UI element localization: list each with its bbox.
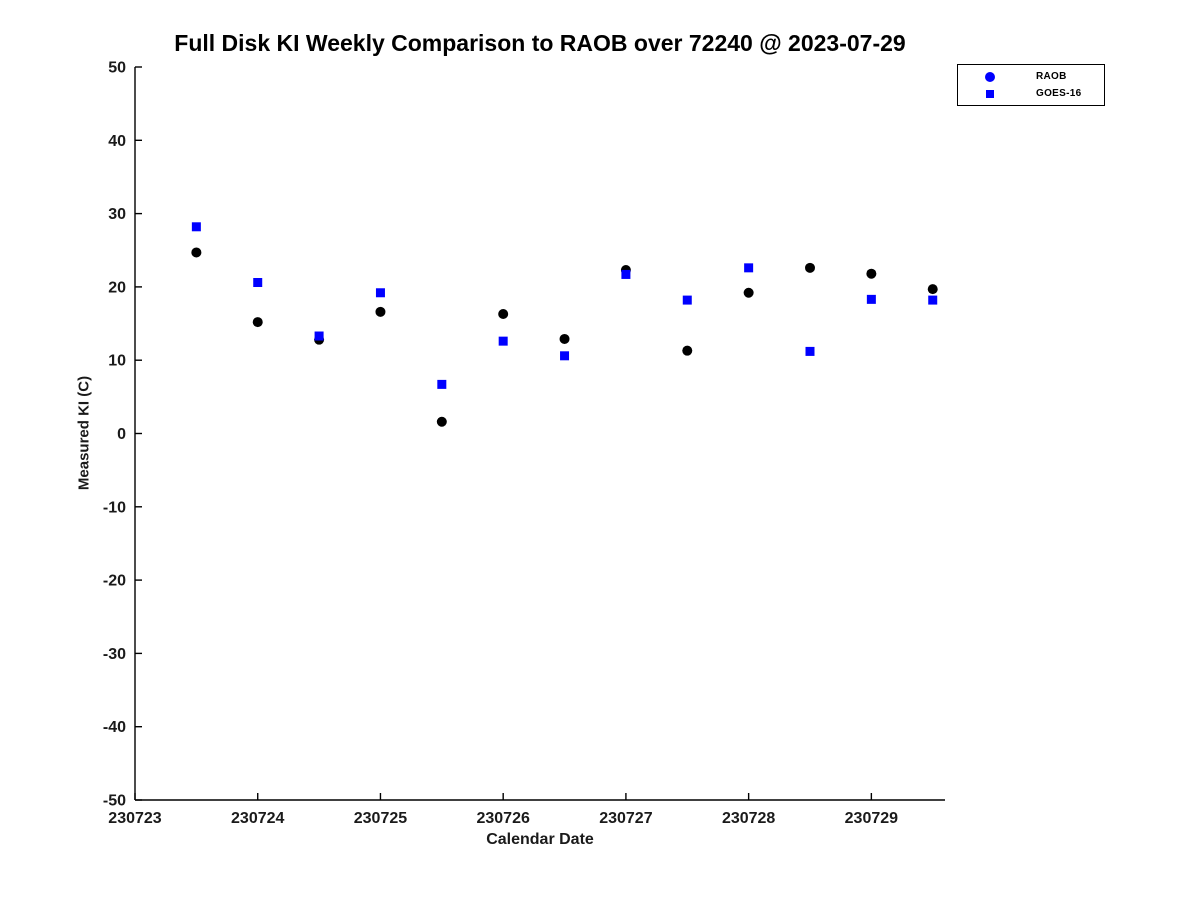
y-axis-label: Measured KI (C) — [75, 375, 93, 491]
y-tick-label: 50 — [108, 60, 126, 77]
data-point-raob — [743, 287, 754, 298]
y-tick-label: 10 — [108, 353, 126, 370]
data-point-goes-16 — [437, 379, 447, 389]
y-tick-label: -10 — [103, 499, 126, 516]
y-tick-label: 20 — [108, 279, 126, 296]
data-point-raob — [927, 284, 938, 295]
data-point-goes-16 — [560, 351, 570, 361]
data-point-goes-16 — [621, 269, 631, 279]
y-tick-label: 40 — [108, 133, 126, 150]
y-tick-label: -20 — [103, 573, 126, 590]
x-tick-label: 230727 — [599, 810, 652, 827]
legend-label-raob: RAOB — [1036, 71, 1067, 82]
data-point-raob — [498, 309, 509, 320]
data-point-goes-16 — [191, 222, 201, 232]
data-point-goes-16 — [805, 346, 815, 356]
y-tick-label: 30 — [108, 206, 126, 223]
x-axis-label: Calendar Date — [486, 831, 594, 848]
y-tick-label: -40 — [103, 719, 126, 736]
legend-label-goes16: GOES-16 — [1036, 88, 1082, 99]
raob-circle-marker-icon — [970, 71, 1010, 83]
data-point-goes-16 — [682, 295, 692, 305]
x-tick-label: 230723 — [108, 810, 161, 827]
x-tick-label: 230728 — [722, 810, 775, 827]
data-point-goes-16 — [744, 263, 754, 273]
data-point-raob — [866, 268, 877, 279]
data-point-raob — [559, 333, 570, 344]
data-point-goes-16 — [928, 295, 938, 305]
data-point-goes-16 — [375, 288, 385, 298]
legend: RAOB GOES-16 — [957, 64, 1105, 106]
y-tick-label: 0 — [117, 426, 126, 443]
data-point-raob — [191, 247, 202, 258]
data-point-raob — [682, 345, 693, 356]
x-tick-label: 230729 — [845, 810, 898, 827]
y-tick-label: -30 — [103, 646, 126, 663]
data-point-raob — [805, 262, 815, 273]
y-tick-label: -50 — [103, 793, 126, 810]
x-tick-label: 230724 — [231, 810, 284, 827]
x-tick-label: 230725 — [354, 810, 407, 827]
goes16-square-marker-icon — [970, 88, 1010, 100]
data-point-raob — [375, 306, 386, 317]
data-point-goes-16 — [866, 294, 876, 304]
legend-item-goes16: GOES-16 — [958, 86, 1104, 102]
data-point-goes-16 — [253, 278, 263, 288]
chart-title: Full Disk KI Weekly Comparison to RAOB o… — [174, 30, 906, 56]
legend-item-raob: RAOB — [958, 69, 1104, 85]
data-point-goes-16 — [314, 331, 324, 341]
x-tick-label: 230726 — [476, 810, 529, 827]
data-point-raob — [436, 416, 447, 427]
data-point-raob — [252, 317, 263, 328]
data-point-goes-16 — [498, 336, 508, 346]
